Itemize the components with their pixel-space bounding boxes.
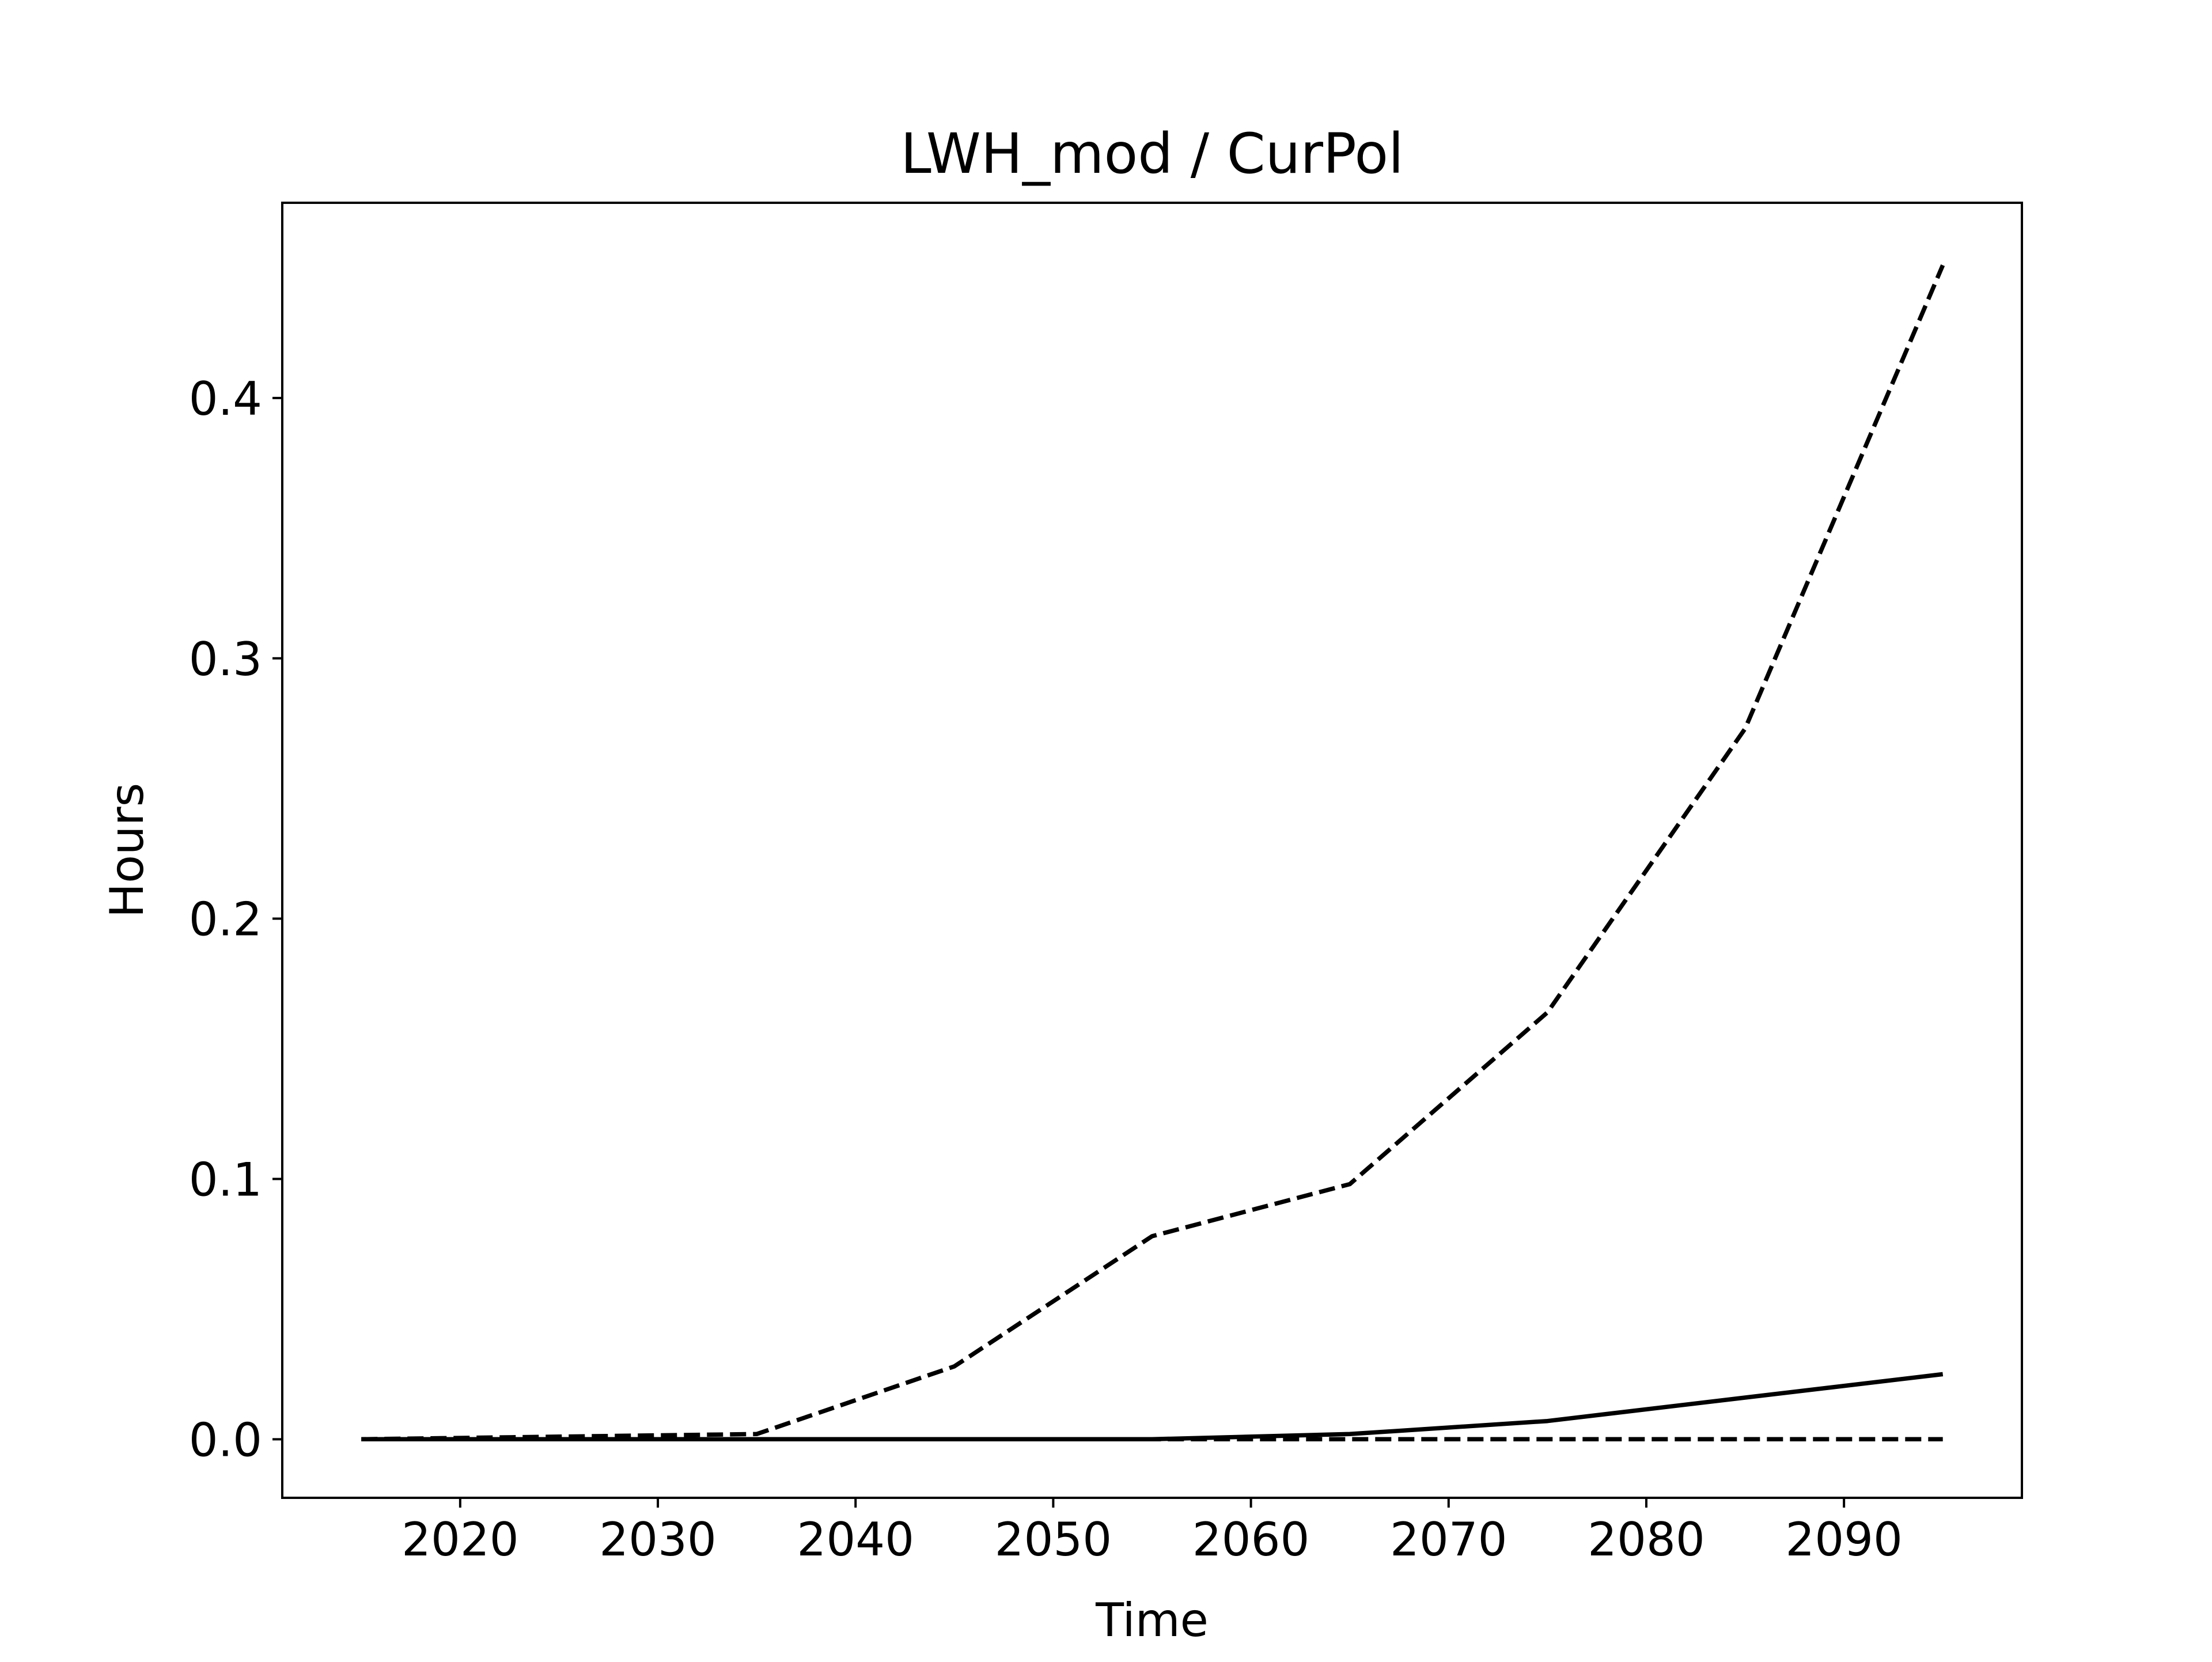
- x-tick-label: 2040: [797, 1513, 914, 1566]
- y-tick-label: 0.1: [189, 1153, 262, 1206]
- x-tick-label: 2060: [1192, 1513, 1310, 1566]
- x-axis-label: Time: [1095, 1593, 1209, 1647]
- x-tick-label: 2080: [1588, 1513, 1705, 1566]
- series-line-2: [361, 1372, 1944, 1442]
- x-tick-label: 2050: [995, 1513, 1112, 1566]
- x-tick-label: 2090: [1785, 1513, 1903, 1566]
- y-axis-ticks: 0.0 0.1 0.2 0.3 0.4: [189, 372, 282, 1467]
- x-tick-label: 2030: [599, 1513, 717, 1566]
- axes-frame: [281, 202, 2023, 1499]
- y-tick-label: 0.2: [189, 893, 262, 947]
- chart-title: LWH_mod / CurPol: [900, 122, 1404, 186]
- y-tick-label: 0.3: [189, 633, 262, 686]
- plot-area: [281, 202, 2023, 1499]
- x-tick-label: 2020: [402, 1513, 519, 1566]
- y-tick-label: 0.0: [189, 1413, 262, 1467]
- x-axis-ticks: 2020 2030 2040 2050 2060 2070 2080 2090: [402, 1498, 1903, 1566]
- x-tick-label: 2070: [1390, 1513, 1508, 1566]
- y-tick-label: 0.4: [189, 372, 262, 426]
- series-line-1: [361, 264, 1945, 1442]
- y-axis-label: Hours: [100, 783, 154, 918]
